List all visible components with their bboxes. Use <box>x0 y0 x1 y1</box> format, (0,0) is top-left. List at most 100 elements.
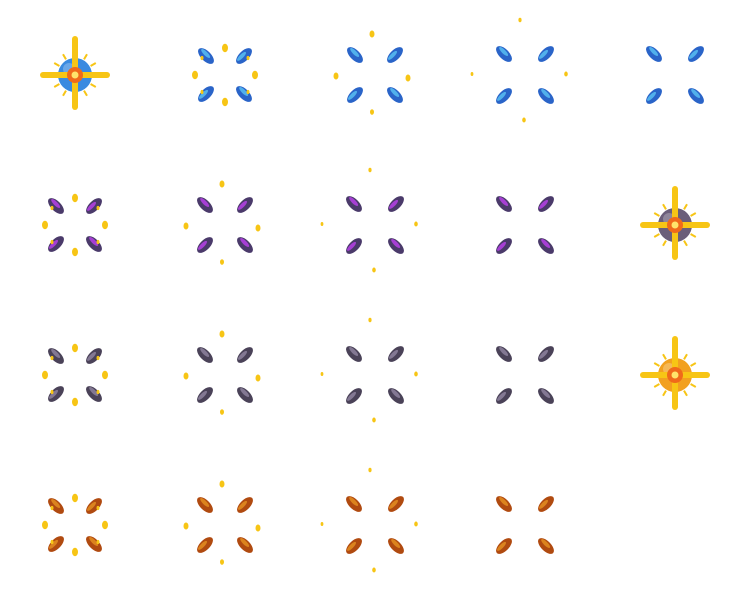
orb-shard <box>387 87 403 103</box>
orb-shard <box>347 47 363 63</box>
orb-shard <box>346 538 362 554</box>
sprite-frame <box>600 0 750 150</box>
spark-particle <box>96 355 100 361</box>
spark-particle <box>564 71 568 77</box>
spark-particle <box>50 355 54 361</box>
spark-particle <box>72 247 78 257</box>
spark-particle <box>219 180 225 188</box>
spark-particle <box>72 547 78 557</box>
spark-particle <box>96 539 100 545</box>
orb-shard <box>198 86 214 102</box>
orb-burst <box>640 336 710 410</box>
spark-particle <box>183 222 189 230</box>
spark-particle <box>200 89 204 95</box>
spark-particle <box>372 267 376 273</box>
sprite-frame <box>0 300 150 450</box>
orb-shard <box>496 196 512 212</box>
spark-particle <box>414 521 418 527</box>
orb-shard <box>538 196 554 212</box>
orb-shard <box>198 48 214 64</box>
orb-shard <box>86 236 102 252</box>
orb-shard <box>346 196 362 212</box>
spark-particle <box>102 520 108 530</box>
orb-shard <box>48 348 64 364</box>
orb-shard <box>237 237 253 253</box>
orb-shard <box>197 237 213 253</box>
orb-shard <box>197 537 213 553</box>
sprite-frame <box>300 450 450 600</box>
orb-shard <box>496 346 512 362</box>
spark-particle <box>183 522 189 530</box>
spark-particle <box>522 117 526 123</box>
sprite-frame <box>0 450 150 600</box>
orb-shard <box>197 497 213 513</box>
orb-shard <box>237 537 253 553</box>
orb-shard <box>236 86 252 102</box>
spark-particle <box>96 389 100 395</box>
spark-particle <box>96 239 100 245</box>
spark-particle <box>255 524 261 532</box>
orb-shard <box>538 388 554 404</box>
spark-particle <box>414 371 418 377</box>
spark-particle <box>102 370 108 380</box>
orb-shard <box>346 346 362 362</box>
spark-particle <box>50 205 54 211</box>
orb-shard <box>538 238 554 254</box>
orb-shard <box>48 198 64 214</box>
spark-particle <box>255 374 261 382</box>
sprite-frame <box>600 300 750 450</box>
orb-shard <box>688 46 704 62</box>
sprite-frame <box>450 450 600 600</box>
orb-shard <box>346 496 362 512</box>
sprite-frame <box>0 150 150 300</box>
spark-particle <box>42 220 48 230</box>
sprite-frame <box>600 150 750 300</box>
spark-particle <box>370 109 374 115</box>
spark-particle <box>72 493 78 503</box>
orb-shard <box>48 386 64 402</box>
orb-shard <box>538 496 554 512</box>
spark-particle <box>368 467 372 473</box>
spark-particle <box>192 70 198 80</box>
spark-particle <box>246 89 250 95</box>
spark-particle <box>42 520 48 530</box>
orb-shard <box>197 347 213 363</box>
sprite-frame <box>450 0 600 150</box>
spark-particle <box>219 330 225 338</box>
orb-shard <box>388 496 404 512</box>
orb-shard <box>236 48 252 64</box>
spark-particle <box>50 539 54 545</box>
spark-particle <box>50 389 54 395</box>
orb-shard <box>388 238 404 254</box>
sprite-frame <box>150 150 300 300</box>
orb-shard <box>237 347 253 363</box>
spark-particle <box>320 372 324 376</box>
orb-shard <box>388 538 404 554</box>
orb-shard <box>496 538 512 554</box>
orb-shard <box>346 388 362 404</box>
spark-particle <box>372 567 376 573</box>
orb-shard <box>48 498 64 514</box>
spark-particle <box>219 480 225 488</box>
orb-shard <box>538 88 554 104</box>
spark-particle <box>252 70 258 80</box>
spark-particle <box>369 30 375 38</box>
spark-particle <box>42 370 48 380</box>
sprite-frame <box>300 0 450 150</box>
spark-particle <box>518 17 522 23</box>
spark-particle <box>102 220 108 230</box>
orb-shard <box>688 88 704 104</box>
orb-shard <box>346 238 362 254</box>
spark-particle <box>320 522 324 526</box>
spark-particle <box>72 193 78 203</box>
orb-shard <box>388 388 404 404</box>
spark-particle <box>255 224 261 232</box>
orb-shard <box>86 386 102 402</box>
orb-shard <box>86 536 102 552</box>
spark-particle <box>333 72 339 80</box>
orb-shard <box>496 496 512 512</box>
orb-shard <box>496 46 512 62</box>
orb-burst <box>640 186 710 260</box>
spark-particle <box>414 221 418 227</box>
